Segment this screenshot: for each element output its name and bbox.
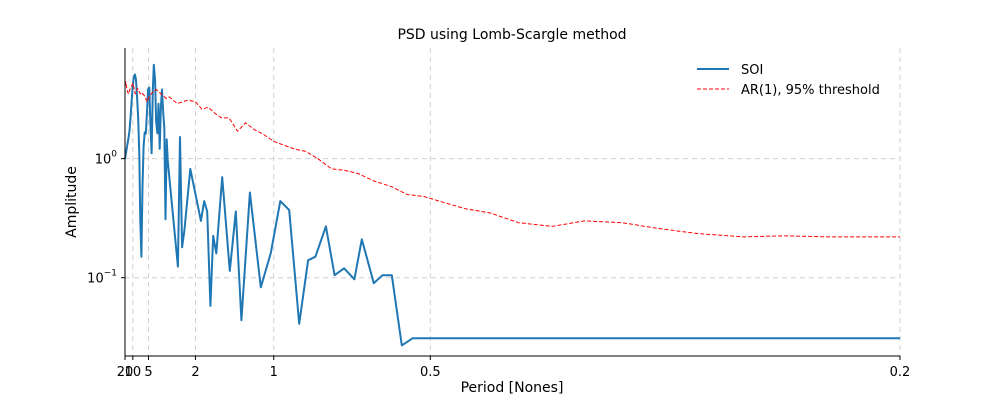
y-tick-base: 10 — [95, 153, 112, 168]
y-axis-label: Amplitude — [64, 166, 80, 238]
series-line-soi — [124, 63, 900, 347]
x-tick-label: 1 — [270, 365, 278, 380]
y-tick-exponent: 0 — [111, 150, 117, 160]
y-tick-exponent: −1 — [104, 269, 117, 279]
x-axis-label: Period [Nones] — [461, 380, 564, 396]
x-tick-label: 10 — [125, 365, 142, 380]
x-tick-label: 5 — [144, 365, 152, 380]
x-tick-label: 2 — [191, 365, 199, 380]
legend: SOI AR(1), 95% threshold — [697, 63, 880, 98]
grid — [124, 48, 901, 356]
y-tick-label: 100 — [95, 150, 118, 168]
series-line-ar1-threshold — [124, 81, 900, 238]
x-tick-label: 20 — [117, 365, 134, 380]
legend-label: AR(1), 95% threshold — [741, 83, 880, 98]
legend-label: SOI — [741, 63, 763, 78]
series-layer — [124, 63, 900, 347]
y-tick-base: 10 — [87, 272, 104, 287]
x-tick-label: 0.5 — [420, 365, 441, 380]
chart-title: PSD using Lomb-Scargle method — [397, 27, 626, 43]
x-tick-label: 0.2 — [890, 365, 911, 380]
y-tick-label: 10−1 — [87, 269, 117, 287]
